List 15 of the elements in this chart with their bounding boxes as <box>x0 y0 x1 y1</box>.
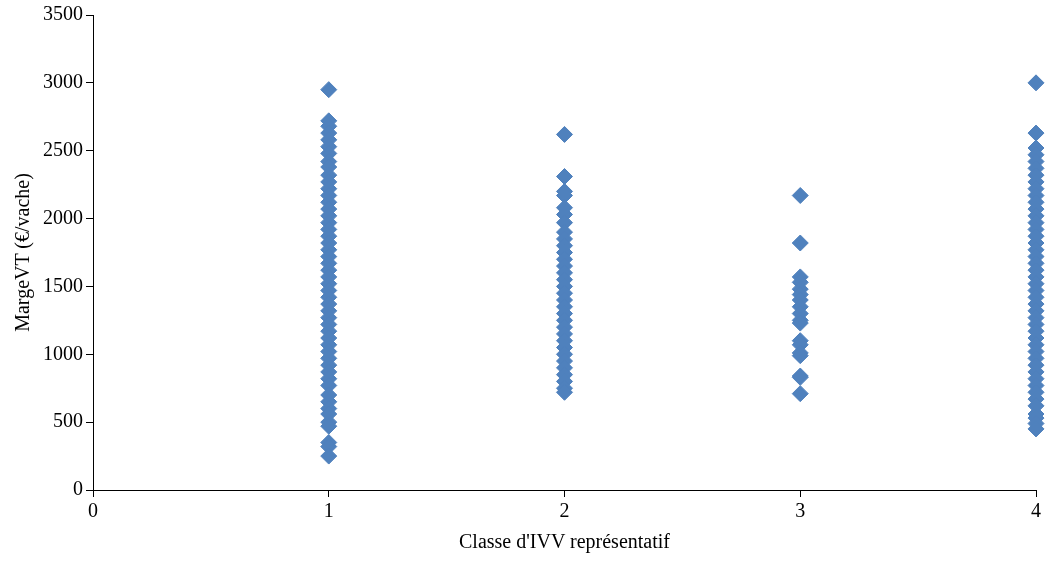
x-tick-label: 0 <box>88 499 98 522</box>
y-tick-label: 2000 <box>43 205 83 228</box>
x-tick-label: 2 <box>559 499 570 522</box>
x-axis-title: Classe d'IVV représentatif <box>459 530 671 554</box>
x-tick-label: 1 <box>323 499 334 522</box>
y-tick-label: 1500 <box>43 273 83 296</box>
y-tick-label: 500 <box>53 409 83 432</box>
y-tick-label: 2500 <box>43 137 83 160</box>
y-axis-title: MargeVT (€/vache) <box>11 173 35 332</box>
y-tick-label: 3000 <box>43 70 83 93</box>
x-tick-label: 4 <box>1031 499 1041 522</box>
y-tick-label: 1000 <box>43 341 83 364</box>
x-tick-label: 3 <box>795 499 806 522</box>
y-tick-label: 3500 <box>43 2 83 25</box>
y-tick-label: 0 <box>73 477 83 500</box>
